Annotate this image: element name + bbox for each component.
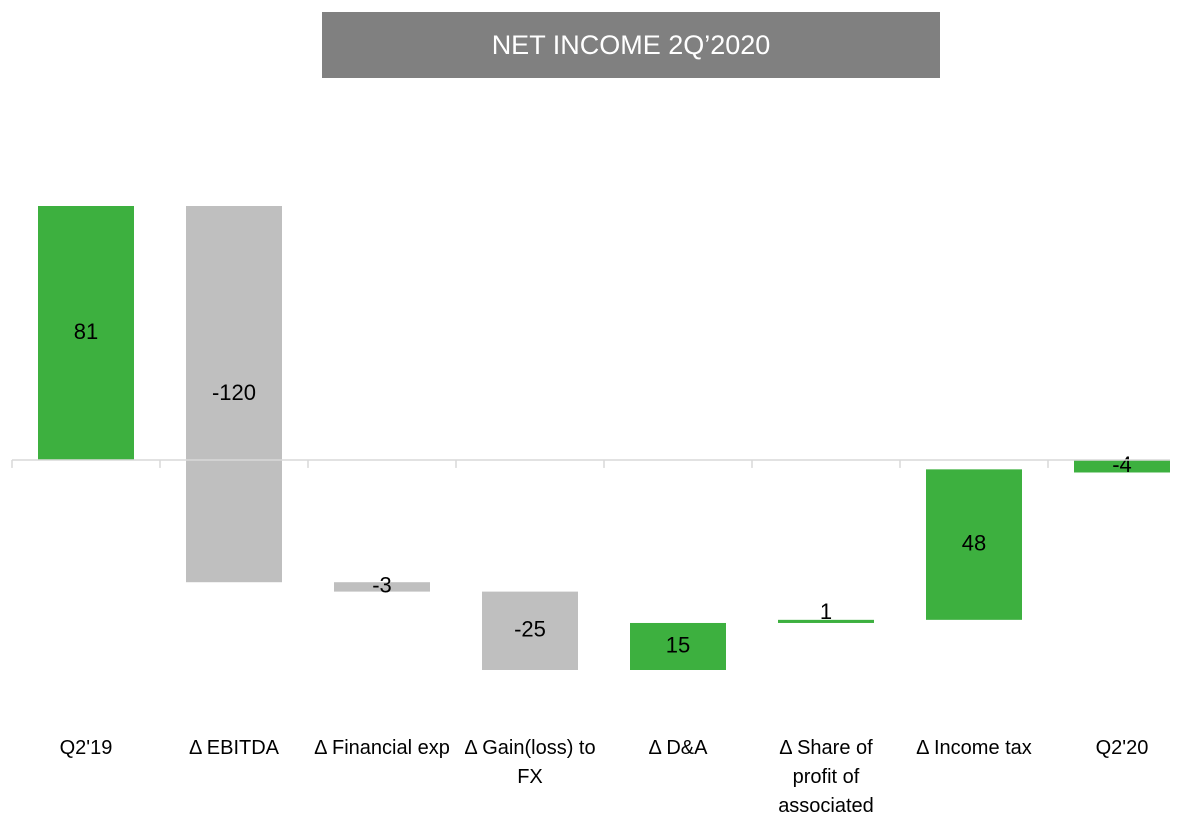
value-label: -3 — [372, 573, 392, 598]
bar — [482, 591, 578, 670]
bar — [778, 619, 874, 623]
value-label: -120 — [212, 380, 256, 405]
chart-title: NET INCOME 2Q’2020 — [322, 12, 940, 78]
value-label: -4 — [1112, 452, 1132, 477]
value-label: 1 — [820, 599, 832, 624]
x-tick-label: Δ Share of profit of associated — [778, 737, 874, 817]
bar — [1074, 459, 1170, 473]
x-tick-label: Δ Income tax — [916, 737, 1032, 759]
x-tick-label: Δ Financial exp — [314, 737, 450, 759]
x-tick-label: Q2'20 — [1095, 737, 1149, 759]
bar — [334, 582, 430, 592]
value-label: -25 — [514, 617, 546, 642]
x-tick-label: Δ EBITDA — [188, 737, 280, 759]
bar — [926, 469, 1022, 620]
bar — [186, 206, 282, 583]
bar — [38, 206, 134, 460]
x-tick-label: Δ Gain(loss) to FX — [464, 737, 596, 788]
value-label: 15 — [666, 632, 690, 657]
value-label: 48 — [962, 530, 986, 555]
value-label: 81 — [74, 319, 98, 344]
bar — [630, 622, 726, 670]
x-tick-label: Q2'19 — [59, 737, 113, 759]
x-tick-label: Δ D&A — [648, 737, 708, 759]
